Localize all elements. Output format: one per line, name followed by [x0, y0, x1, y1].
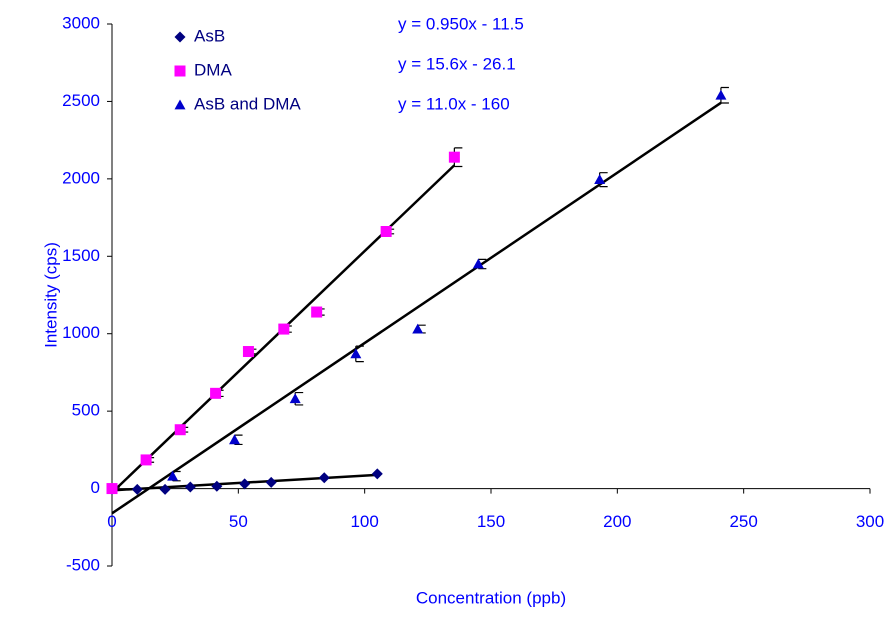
point	[380, 226, 392, 238]
y-tick-label: 3000	[62, 13, 100, 32]
point	[159, 483, 171, 495]
legend-label: AsB and DMA	[194, 94, 301, 113]
trendline-equation: y = 15.6x - 26.1	[398, 54, 516, 73]
x-tick-label: 250	[729, 512, 757, 531]
legend-label: DMA	[194, 60, 232, 79]
y-tick-label: 0	[91, 478, 100, 497]
y-tick-label: -500	[66, 555, 100, 574]
y-tick-label: 500	[72, 401, 100, 420]
x-tick-label: 150	[477, 512, 505, 531]
point	[229, 434, 241, 445]
y-tick-label: 2500	[62, 91, 100, 110]
point	[106, 483, 118, 495]
point	[184, 481, 196, 493]
point	[131, 483, 143, 495]
point	[278, 323, 290, 335]
trendline	[111, 101, 722, 515]
point	[371, 468, 383, 480]
x-tick-label: 50	[229, 512, 248, 531]
point	[318, 472, 330, 484]
point	[239, 478, 251, 490]
point	[472, 258, 484, 269]
point	[311, 306, 323, 318]
x-tick-label: 300	[856, 512, 884, 531]
legend-marker	[174, 31, 186, 43]
point	[412, 323, 424, 334]
point	[140, 454, 152, 466]
legend-marker	[174, 65, 186, 77]
x-tick-label: 100	[350, 512, 378, 531]
legend-marker	[174, 99, 186, 110]
legend-label: AsB	[194, 26, 225, 45]
point	[211, 480, 223, 492]
point	[594, 174, 606, 185]
point	[448, 151, 460, 163]
point	[167, 470, 179, 481]
trendline-equation: y = 11.0x - 160	[398, 94, 510, 113]
y-axis-label: Intensity (cps)	[41, 242, 60, 348]
point	[210, 387, 222, 399]
trendline-equation: y = 0.950x - 11.5	[398, 14, 524, 33]
point	[289, 393, 301, 404]
x-axis-label: Concentration (ppb)	[416, 588, 566, 607]
x-tick-label: 0	[107, 512, 116, 531]
point	[242, 346, 254, 358]
point	[265, 476, 277, 488]
point	[715, 89, 727, 100]
y-tick-label: 2000	[62, 168, 100, 187]
x-tick-label: 200	[603, 512, 631, 531]
point	[350, 348, 362, 359]
point	[174, 424, 186, 436]
y-tick-label: 1500	[62, 246, 100, 265]
y-tick-label: 1000	[62, 323, 100, 342]
